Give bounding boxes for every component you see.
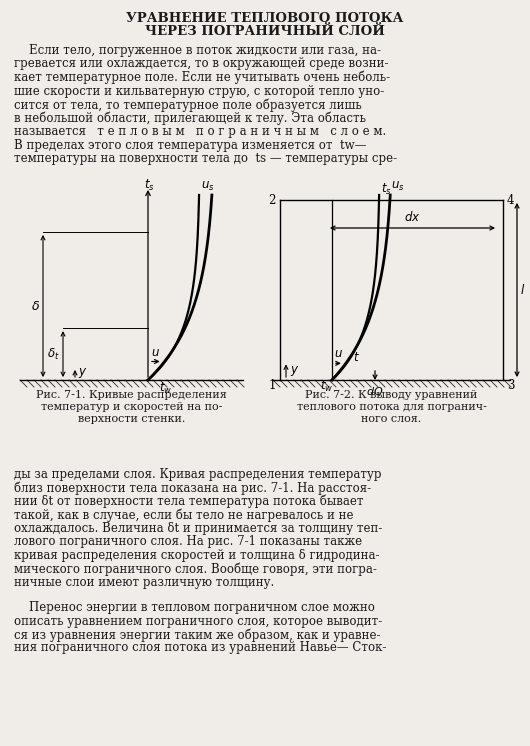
Text: В пределах этого слоя температура изменяется от  tw—: В пределах этого слоя температура изменя… xyxy=(14,139,366,151)
Text: Если тело, погруженное в поток жидкости или газа, на-: Если тело, погруженное в поток жидкости … xyxy=(14,44,381,57)
Text: в небольшой области, прилегающей к телу. Эта область: в небольшой области, прилегающей к телу.… xyxy=(14,111,366,125)
Text: $t$: $t$ xyxy=(354,351,360,364)
Text: близ поверхности тела показана на рис. 7-1. На расстоя-: близ поверхности тела показана на рис. 7… xyxy=(14,481,371,495)
Text: ся из уравнения энергии таким же образом, как и уравне-: ся из уравнения энергии таким же образом… xyxy=(14,628,381,642)
Text: $y$: $y$ xyxy=(78,366,87,380)
Text: ды за пределами слоя. Кривая распределения температур: ды за пределами слоя. Кривая распределен… xyxy=(14,468,382,481)
Text: называется   т е п л о в ы м   п о г р а н и ч н ы м   с л о е м.: называется т е п л о в ы м п о г р а н и… xyxy=(14,125,386,138)
Text: описать уравнением пограничного слоя, которое выводит-: описать уравнением пограничного слоя, ко… xyxy=(14,615,382,627)
Text: мического пограничного слоя. Вообще говоря, эти погра-: мического пограничного слоя. Вообще гово… xyxy=(14,562,377,576)
Text: ничные слои имеют различную толщину.: ничные слои имеют различную толщину. xyxy=(14,576,274,589)
Text: шие скорости и кильватерную струю, с которой тепло уно-: шие скорости и кильватерную струю, с кот… xyxy=(14,84,384,98)
Text: температур и скоростей на по-: температур и скоростей на по- xyxy=(41,402,222,412)
Text: $u$: $u$ xyxy=(152,345,160,359)
Text: Перенос энергии в тепловом пограничном слое можно: Перенос энергии в тепловом пограничном с… xyxy=(14,601,375,614)
Text: температуры на поверхности тела до  ts — температуры сре-: температуры на поверхности тела до ts — … xyxy=(14,152,397,165)
Text: $l$: $l$ xyxy=(520,283,525,297)
Text: Рис. 7-1. Кривые распределения: Рис. 7-1. Кривые распределения xyxy=(36,390,227,400)
Text: $y$: $y$ xyxy=(290,364,299,377)
Text: $t_s$: $t_s$ xyxy=(381,182,392,197)
Text: $dQ$: $dQ$ xyxy=(366,385,384,398)
Text: кает температурное поле. Если не учитывать очень неболь-: кает температурное поле. Если не учитыва… xyxy=(14,71,390,84)
Text: $t_s$: $t_s$ xyxy=(144,178,154,193)
Text: нии δt от поверхности тела температура потока бывает: нии δt от поверхности тела температура п… xyxy=(14,495,364,509)
Text: $\delta_t$: $\delta_t$ xyxy=(47,347,60,362)
Text: $u$: $u$ xyxy=(334,348,343,360)
Text: гревается или охлаждается, то в окружающей среде возни-: гревается или охлаждается, то в окружающ… xyxy=(14,57,388,71)
Text: $t_w$: $t_w$ xyxy=(320,379,334,394)
Text: такой, как в случае, если бы тело не нагревалось и не: такой, как в случае, если бы тело не наг… xyxy=(14,509,354,522)
Text: $u_s$: $u_s$ xyxy=(391,180,405,193)
Text: 1: 1 xyxy=(269,379,276,392)
Text: 4: 4 xyxy=(507,193,515,207)
Text: ЧЕРЕЗ ПОГРАНИЧНЫЙ СЛОЙ: ЧЕРЕЗ ПОГРАНИЧНЫЙ СЛОЙ xyxy=(145,25,385,38)
Text: сится от тела, то температурное поле образуется лишь: сится от тела, то температурное поле обр… xyxy=(14,98,362,111)
Text: Рис. 7-2. К выводу уравнений: Рис. 7-2. К выводу уравнений xyxy=(305,390,478,400)
Text: теплового потока для погранич-: теплового потока для погранич- xyxy=(297,402,487,412)
Text: ного слоя.: ного слоя. xyxy=(361,414,422,424)
Text: $dx$: $dx$ xyxy=(404,210,421,224)
Text: 2: 2 xyxy=(269,193,276,207)
Text: 3: 3 xyxy=(507,379,515,392)
Text: $u_s$: $u_s$ xyxy=(201,180,215,193)
Text: УРАВНЕНИЕ ТЕПЛОВОГО ПОТОКА: УРАВНЕНИЕ ТЕПЛОВОГО ПОТОКА xyxy=(126,12,404,25)
Text: $t_w$: $t_w$ xyxy=(160,381,173,396)
Text: охлаждалось. Величина δt и принимается за толщину теп-: охлаждалось. Величина δt и принимается з… xyxy=(14,522,382,535)
Text: ния пограничного слоя потока из уравнений Навье— Сток-: ния пограничного слоя потока из уравнени… xyxy=(14,642,386,654)
Text: верхности стенки.: верхности стенки. xyxy=(78,414,185,424)
Text: лового пограничного слоя. На рис. 7-1 показаны также: лового пограничного слоя. На рис. 7-1 по… xyxy=(14,536,362,548)
Text: $\delta$: $\delta$ xyxy=(31,299,40,313)
Text: кривая распределения скоростей и толщина δ гидродина-: кривая распределения скоростей и толщина… xyxy=(14,549,379,562)
